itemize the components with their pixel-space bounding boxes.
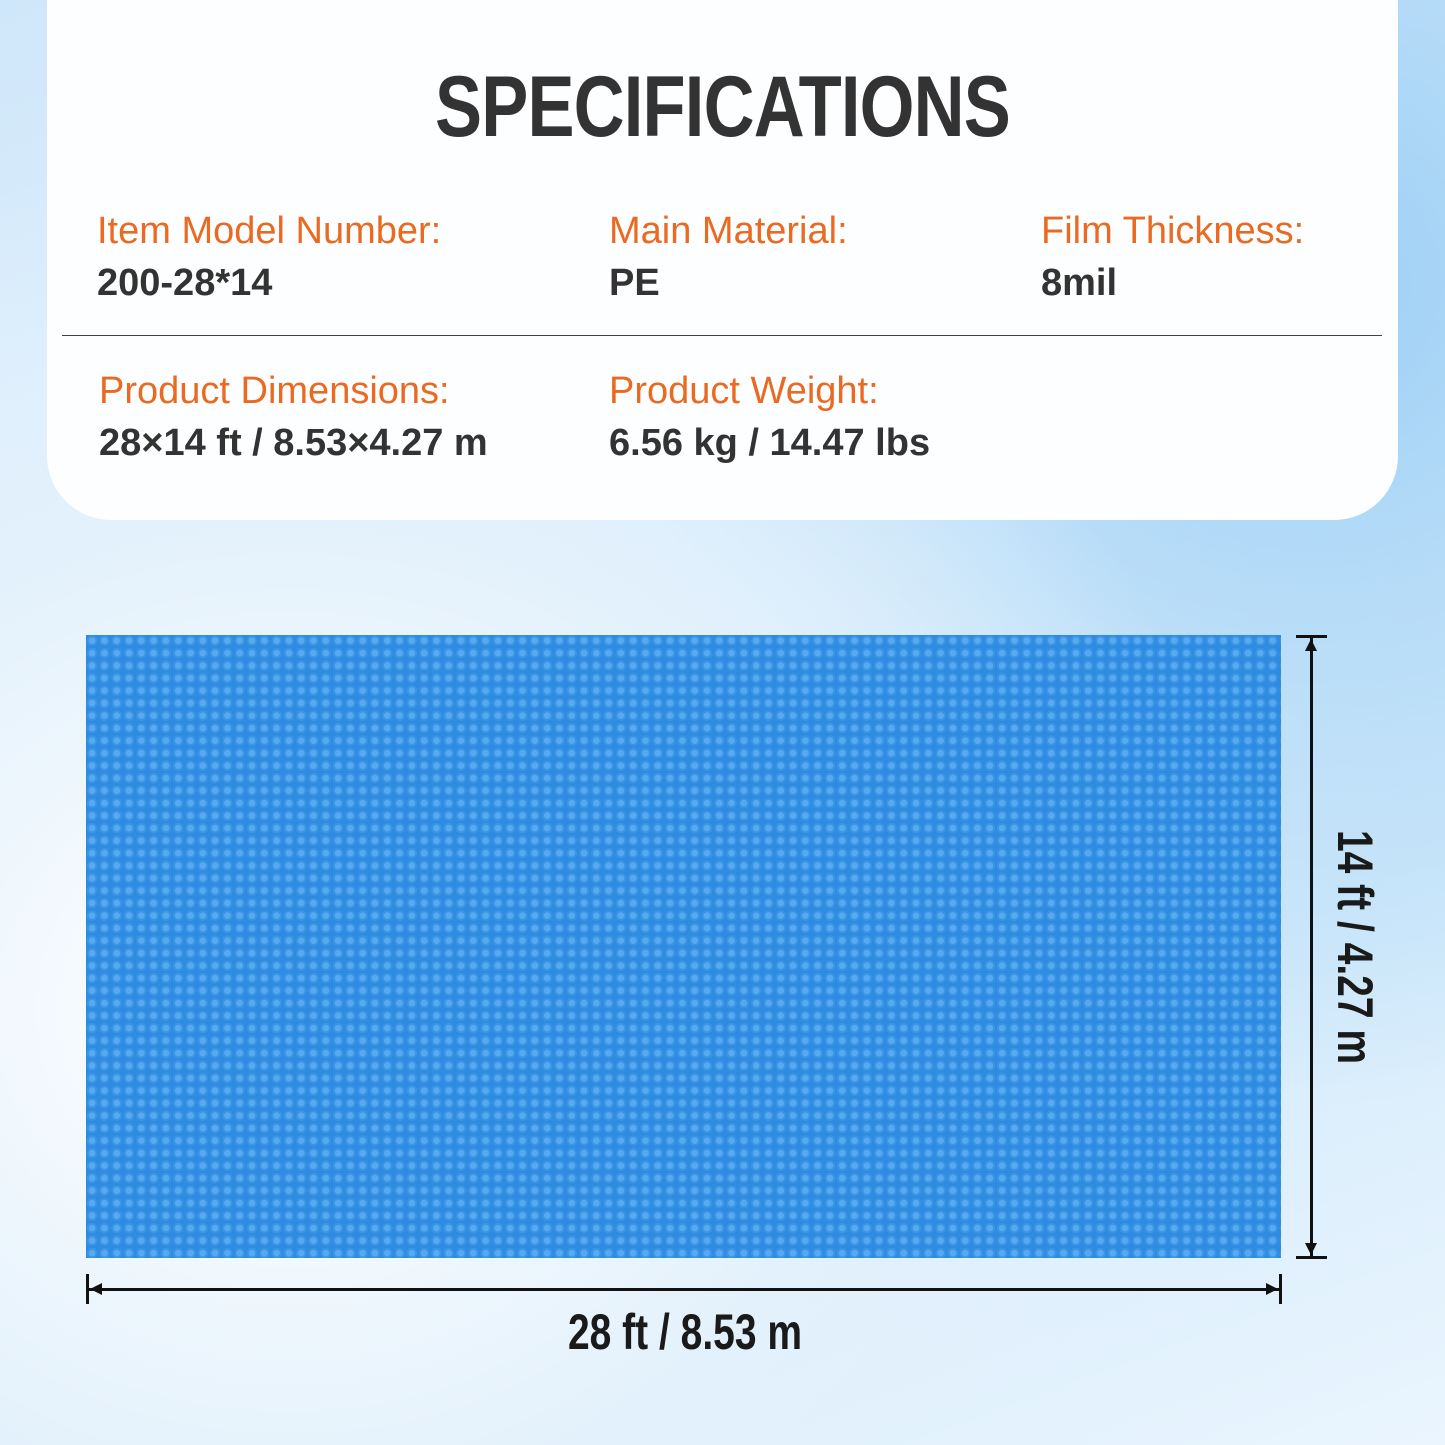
- width-label: 28 ft / 8.53 m: [567, 1304, 803, 1360]
- spec-value-dimensions: 28×14 ft / 8.53×4.27 m: [99, 422, 488, 464]
- spec-value-model: 200-28*14: [97, 262, 273, 304]
- pool-cover-image: [86, 635, 1281, 1258]
- spec-value-weight: 6.56 kg / 14.47 lbs: [609, 422, 931, 464]
- spec-value-thickness: 8mil: [1041, 262, 1118, 304]
- spec-label-model: Item Model Number:: [97, 210, 442, 252]
- height-label: 14 ft / 4.27 m: [1327, 829, 1383, 1065]
- spec-card: SPECIFICATIONS Item Model Number: 200-28…: [47, 0, 1398, 520]
- spec-value-material: PE: [609, 262, 660, 304]
- spec-label-dimensions: Product Dimensions:: [99, 370, 450, 412]
- spec-label-thickness: Film Thickness:: [1041, 210, 1305, 252]
- spec-label-material: Main Material:: [609, 210, 848, 252]
- page-title: SPECIFICATIONS: [435, 59, 1011, 155]
- spec-label-weight: Product Weight:: [609, 370, 879, 412]
- divider: [62, 335, 1382, 336]
